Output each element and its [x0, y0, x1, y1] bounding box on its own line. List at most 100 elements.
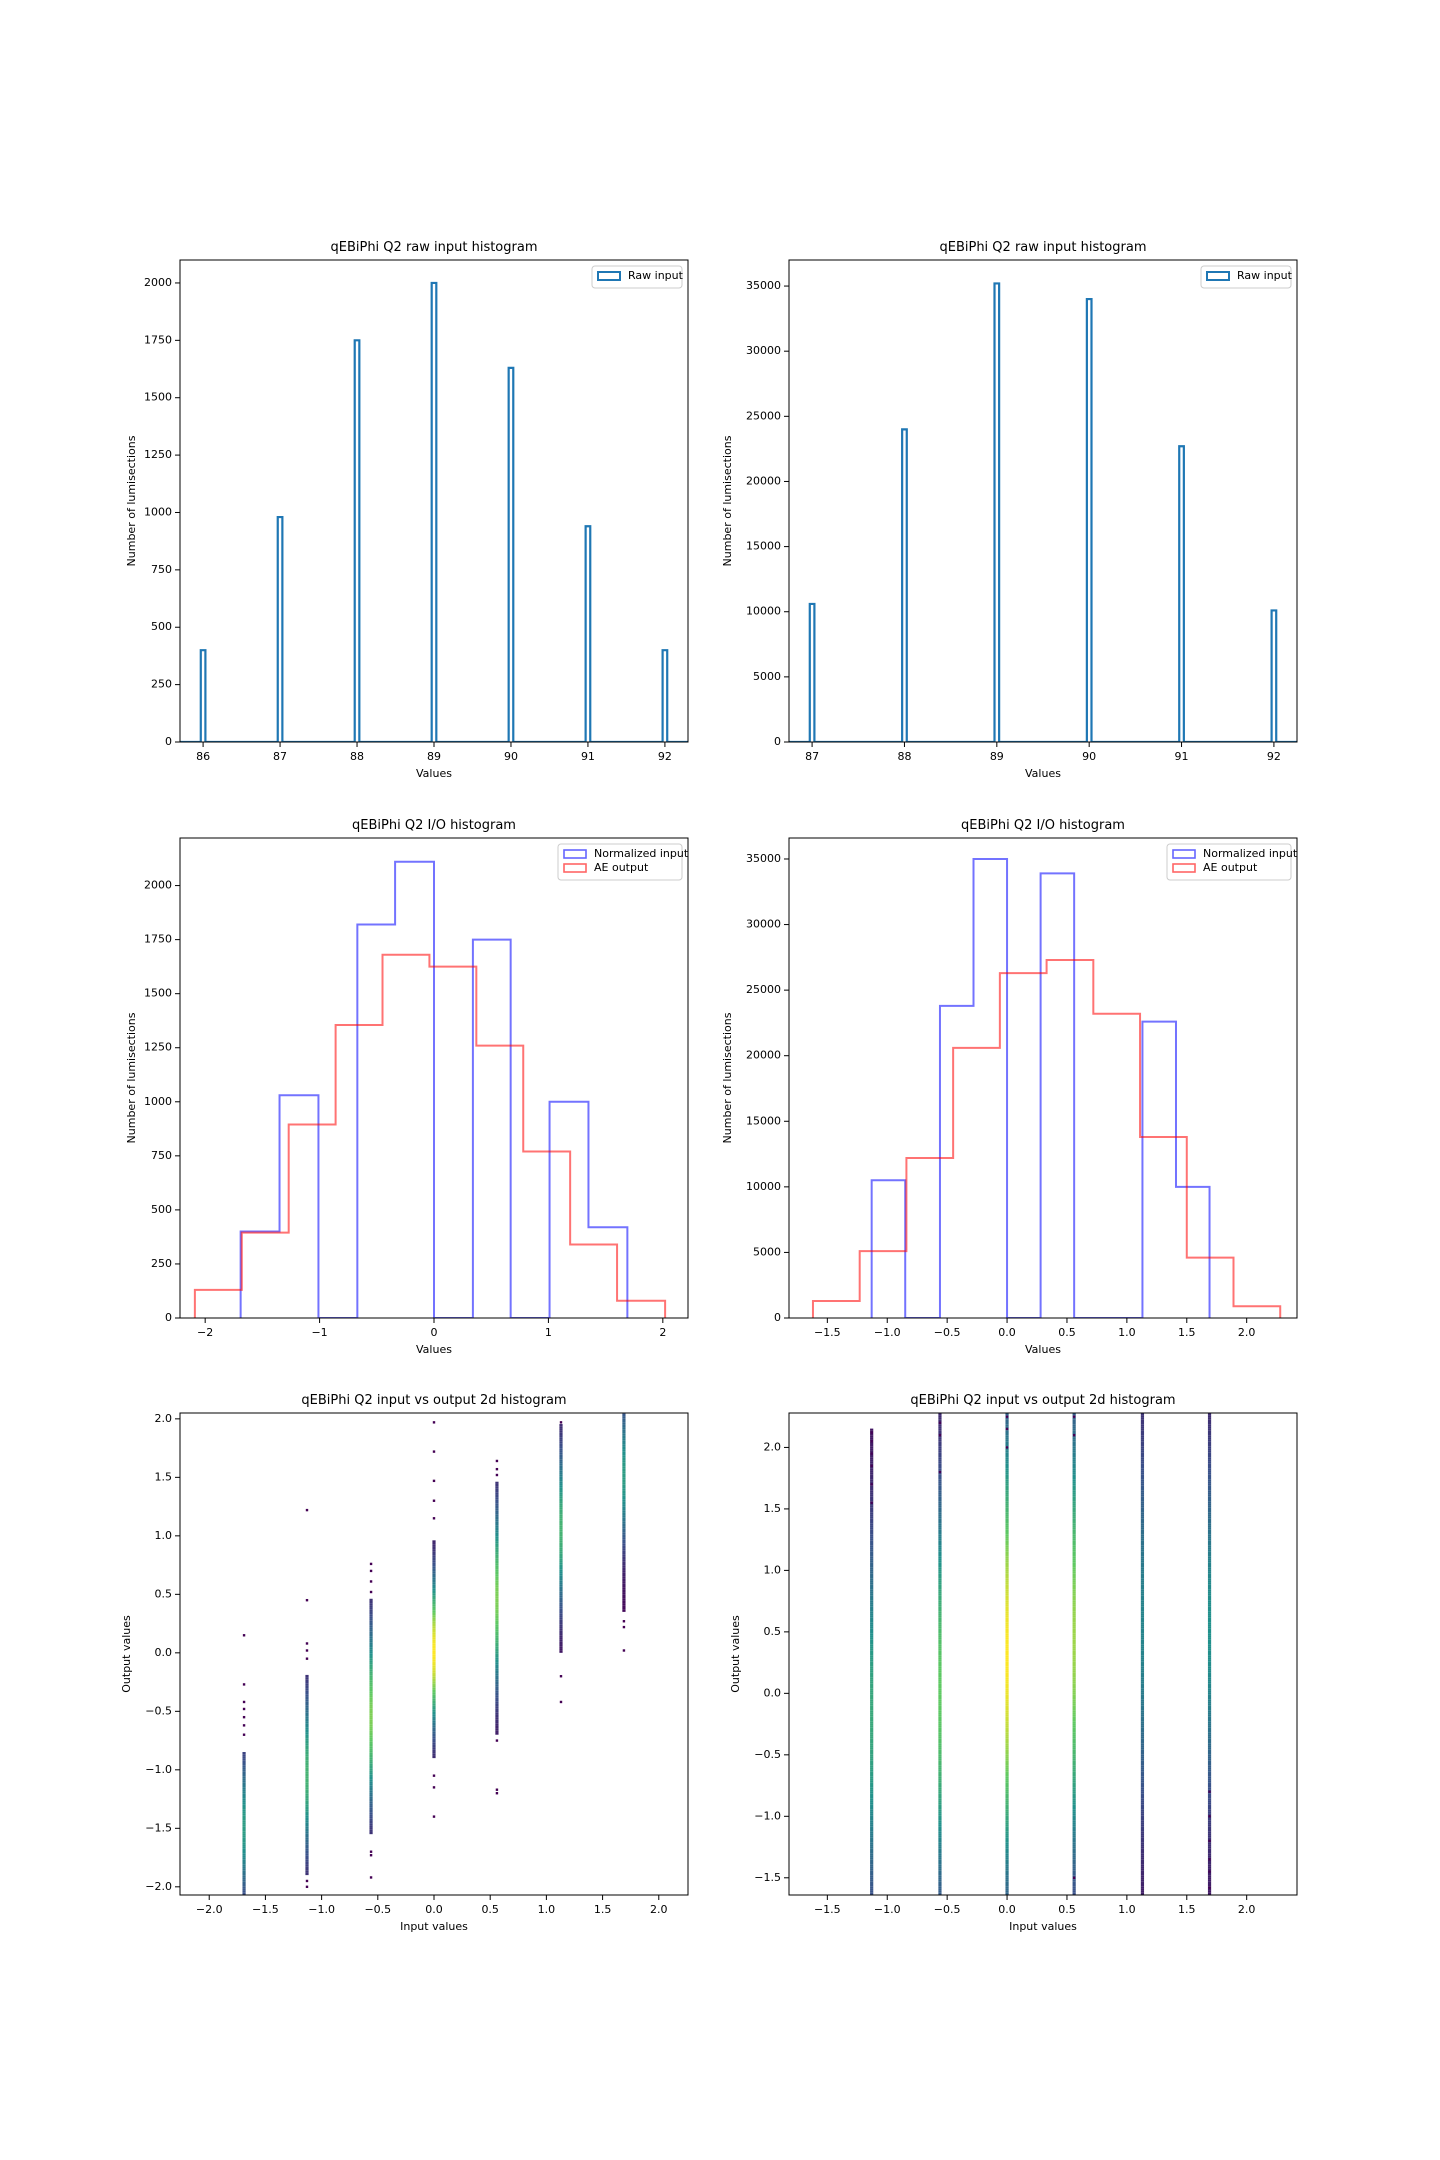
heatmap-outlier [870, 1501, 873, 1504]
marks [811, 857, 1282, 1318]
y-axis-label: Number of lumisections [721, 1012, 734, 1143]
chart-title: qEBiPhi Q2 I/O histogram [352, 818, 516, 833]
y-tick-label: 1.0 [764, 1563, 782, 1576]
heatmap-column-2 [369, 1562, 373, 1879]
chart-title: qEBiPhi Q2 input vs output 2d histogram [910, 1393, 1175, 1408]
y-axis-label: Number of lumisections [125, 435, 138, 566]
heatmap-column-5 [559, 1421, 563, 1704]
heatmap-outlier [432, 1421, 436, 1424]
heatmap-outlier [559, 1675, 563, 1678]
chart-title: qEBiPhi Q2 raw input histogram [330, 240, 537, 255]
chart-title: qEBiPhi Q2 raw input histogram [939, 240, 1146, 255]
heatmap-outlier [432, 1517, 436, 1520]
x-axis-label: Values [416, 767, 452, 780]
y-tick-label: 2000 [144, 276, 172, 289]
plot-area [789, 1413, 1297, 1895]
x-tick-label: 90 [504, 750, 518, 763]
x-tick-label: 89 [427, 750, 441, 763]
heatmap-outlier [305, 1657, 309, 1660]
heatmap-column-0 [870, 1428, 874, 1895]
legend-box [1166, 843, 1292, 881]
plot-frame [788, 259, 1298, 743]
y-tick-label: 30000 [746, 918, 781, 931]
plot-area [180, 260, 688, 742]
x-axis-label: Values [416, 1343, 452, 1356]
heatmap-outlier [495, 1473, 499, 1477]
x-tick-label: 1 [545, 1326, 552, 1339]
y-tick-label: 5000 [753, 670, 781, 683]
y-tick-label: 35000 [746, 852, 781, 865]
marks [242, 1413, 626, 1895]
x-tick-label: 86 [196, 750, 210, 763]
heatmap-column-3 [432, 1421, 436, 1818]
legend-swatch-0 [597, 271, 621, 281]
heatmap-outlier [495, 1739, 499, 1742]
x-tick-label: −2.0 [196, 1903, 223, 1916]
x-tick-label: 0 [431, 1326, 438, 1339]
heatmap-column-6 [622, 1413, 626, 1652]
x-tick-label: 88 [350, 750, 364, 763]
x-tick-label: 1.0 [1118, 1903, 1136, 1916]
heatmap-outlier [369, 1562, 373, 1566]
y-axis-label: Output values [729, 1615, 742, 1693]
heatmap-column-4 [1140, 1413, 1145, 1895]
plot-frame [788, 1412, 1298, 1896]
y-tick-label: −2.0 [145, 1880, 172, 1893]
heatmap-column-1 [938, 1413, 942, 1895]
chart-h2d-right: −1.5 −1.0 −0.5 0.0 0.5 1.0 1.5 2.0 −1.5 −1.0 −0.5 0… [729, 1393, 1298, 1933]
y-tick-label: −0.5 [754, 1748, 781, 1761]
x-tick-label: 92 [658, 750, 672, 763]
x-tick-label: 88 [897, 750, 911, 763]
heatmap-outlier [495, 1792, 499, 1795]
heatmap-outlier [242, 1707, 246, 1711]
x-axis-label: Values [1025, 767, 1061, 780]
series-1-line [811, 958, 1282, 1318]
y-tick-label: 0.5 [155, 1587, 173, 1600]
y-axis-label: Output values [120, 1615, 133, 1693]
y-tick-label: 0 [165, 735, 172, 748]
x-axis-label: Input values [1009, 1920, 1077, 1933]
y-tick-label: 1.0 [155, 1529, 173, 1542]
heatmap-outlier [1072, 1415, 1076, 1418]
x-tick-label: 0.5 [1058, 1326, 1076, 1339]
y-tick-label: 0 [774, 735, 781, 748]
legend-swatch-0 [1172, 849, 1196, 859]
heatmap-outlier [1072, 1876, 1076, 1879]
heatmap-outlier [242, 1733, 246, 1736]
y-tick-label: 20000 [746, 474, 781, 487]
heatmap-outlier [432, 1774, 436, 1777]
y-tick-label: −0.5 [145, 1704, 172, 1717]
x-tick-label: 91 [1175, 750, 1189, 763]
heatmap-column-0 [242, 1634, 246, 1895]
series-0-line [180, 281, 688, 742]
y-tick-label: 1000 [144, 505, 172, 518]
heatmap-outlier [1005, 1427, 1009, 1431]
series-0-line [870, 857, 1211, 1318]
chart-title: qEBiPhi Q2 input vs output 2d histogram [301, 1393, 566, 1408]
heatmap-outlier [369, 1876, 373, 1879]
x-tick-label: −1.0 [874, 1903, 901, 1916]
y-tick-label: 25000 [746, 983, 781, 996]
x-tick-label: 90 [1082, 750, 1096, 763]
y-tick-label: 0 [774, 1311, 781, 1324]
heatmap-outlier [369, 1569, 373, 1573]
y-tick-label: 1.5 [155, 1470, 173, 1483]
x-axis-label: Input values [400, 1920, 468, 1933]
y-tick-label: 25000 [746, 409, 781, 422]
x-tick-label: −1.0 [874, 1326, 901, 1339]
x-tick-label: −0.5 [364, 1903, 391, 1916]
x-tick-label: 91 [581, 750, 595, 763]
heatmap-outlier [495, 1467, 499, 1471]
y-tick-label: 1250 [144, 448, 172, 461]
heatmap-outlier [369, 1580, 373, 1583]
y-tick-label: 1.5 [764, 1502, 782, 1515]
heatmap-outlier [242, 1634, 246, 1637]
heatmap-outlier [369, 1854, 373, 1857]
legend: Raw input [1200, 265, 1293, 289]
legend-label-0: Raw input [1237, 269, 1293, 282]
legend-swatch-0 [1206, 271, 1230, 281]
legend-swatch-1 [1172, 863, 1196, 873]
heatmap-column-4 [495, 1459, 499, 1795]
heatmap-outlier [1208, 1815, 1211, 1818]
